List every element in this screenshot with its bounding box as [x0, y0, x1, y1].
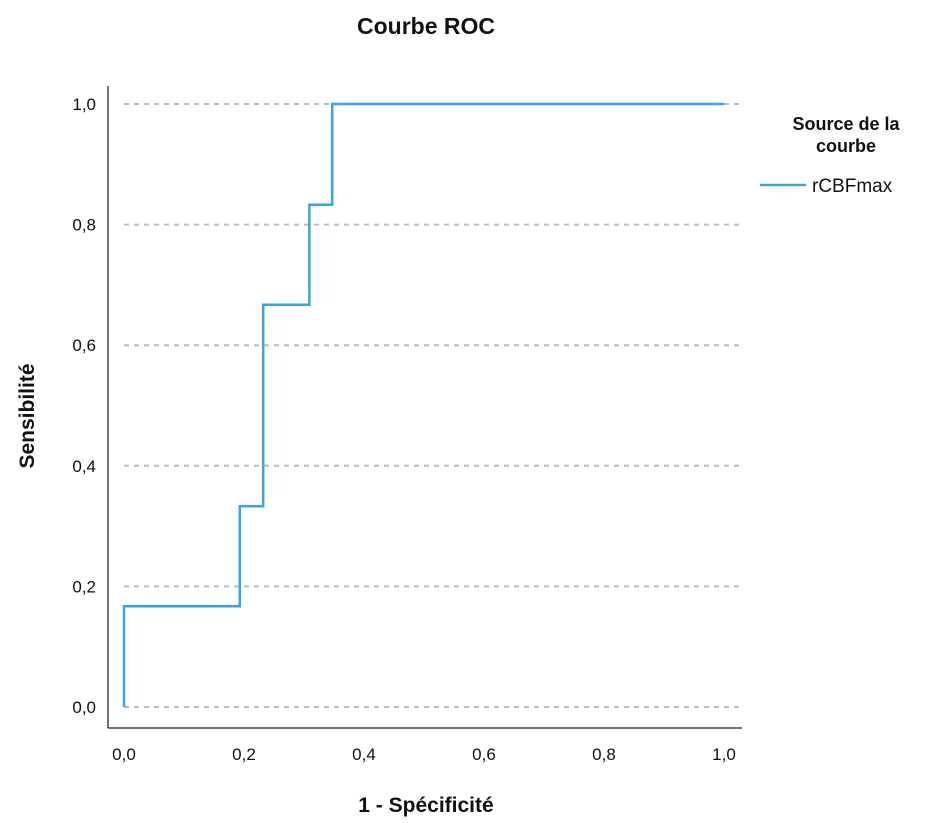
series-lines	[122, 102, 724, 707]
y-tick-label: 0,0	[72, 698, 96, 717]
legend-label-rcbfmax: rCBFmax	[812, 176, 893, 197]
y-tick-label: 0,2	[72, 577, 96, 596]
y-tick-labels: 0,0 0,2 0,4 0,6 0,8 1,0	[72, 95, 96, 717]
x-tick-label: 0,6	[472, 745, 496, 764]
x-tick-label: 0,8	[592, 745, 616, 764]
x-tick-label: 0,0	[112, 745, 136, 764]
gridlines	[124, 103, 742, 708]
legend-title-line-1: Source de la	[792, 114, 900, 134]
y-tick-label: 0,8	[72, 216, 96, 235]
y-tick-label: 0,4	[72, 457, 96, 476]
x-tick-label: 1,0	[712, 745, 736, 764]
x-tick-label: 0,2	[232, 745, 256, 764]
chart-title: Courbe ROC	[357, 13, 495, 39]
y-axis-title: Sensibilité	[16, 363, 39, 468]
x-tick-label: 0,4	[352, 745, 376, 764]
axes	[107, 86, 742, 729]
legend-title-line-2: courbe	[816, 136, 876, 156]
x-axis-title: 1 - Spécificité	[358, 794, 493, 817]
series-line-rcbfmax	[122, 102, 724, 707]
x-tick-labels: 0,0 0,2 0,4 0,6 0,8 1,0	[112, 745, 736, 764]
y-tick-label: 0,6	[72, 336, 96, 355]
legend: Source de la courbe rCBFmax	[760, 114, 901, 197]
y-tick-label: 1,0	[72, 95, 96, 114]
